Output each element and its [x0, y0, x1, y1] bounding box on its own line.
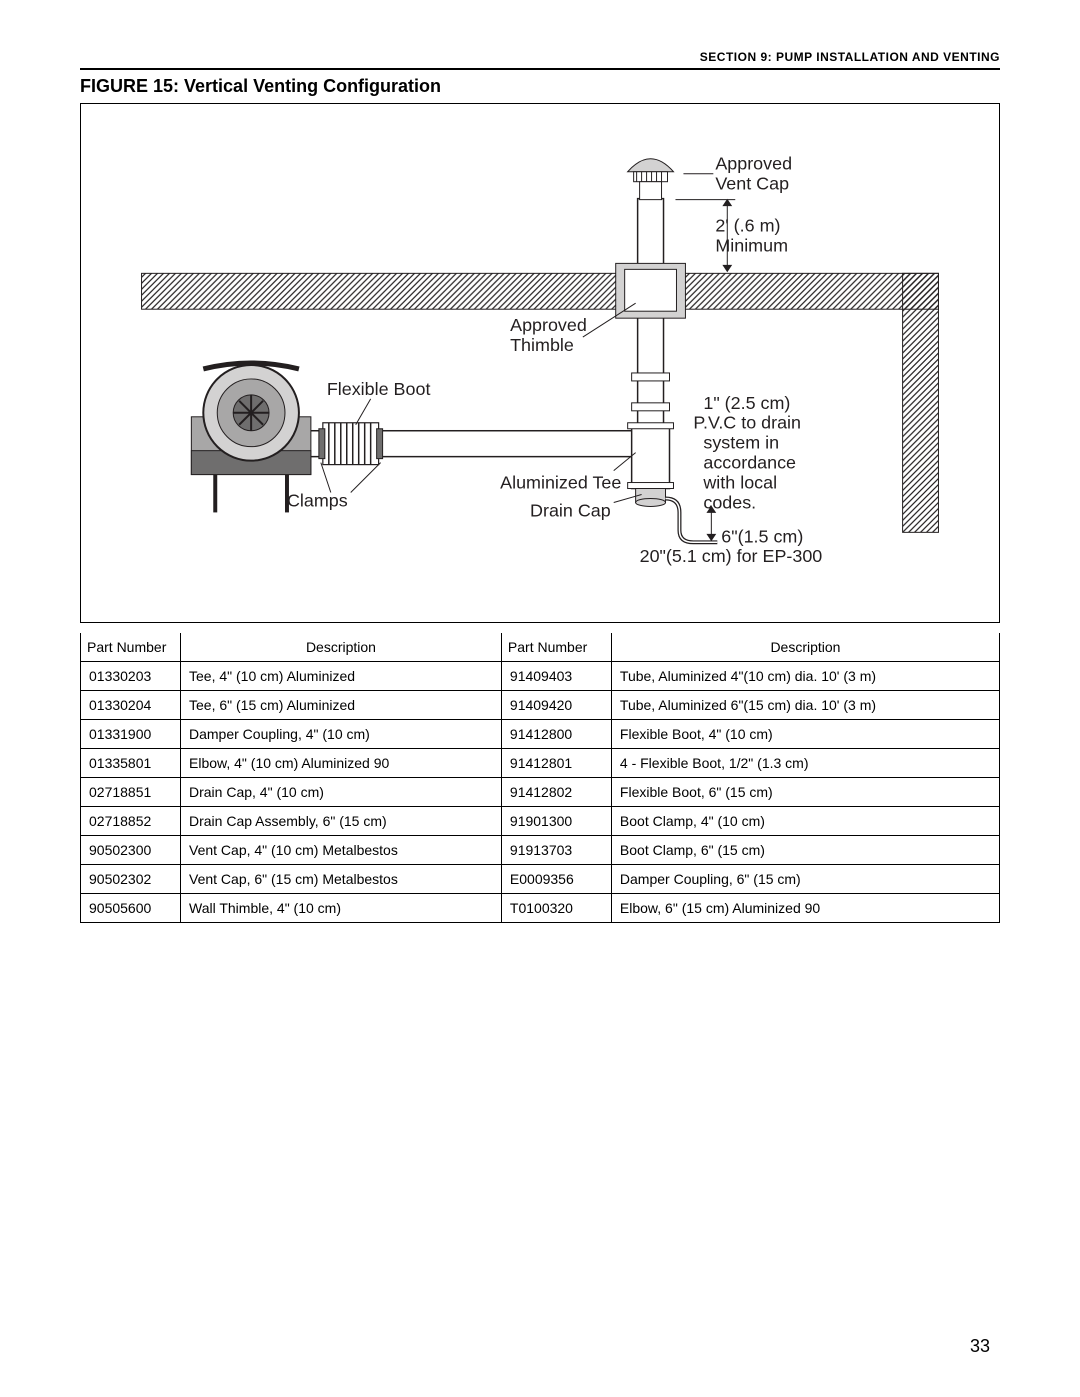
cell-pn: 02718851 [81, 778, 181, 807]
cell-desc: Flexible Boot, 4" (10 cm) [611, 720, 999, 749]
figure-title: FIGURE 15: Vertical Venting Configuratio… [80, 76, 1000, 97]
table-row: 01335801Elbow, 4" (10 cm) Aluminized 909… [81, 749, 1000, 778]
figure-diagram: Approved Vent Cap 2' (.6 m) Minimum Appr… [80, 103, 1000, 623]
cell-pn: 90502302 [81, 865, 181, 894]
parts-table: Part Number Description Part Number Desc… [80, 633, 1000, 923]
label-pvc-4: accordance [703, 453, 796, 473]
cell-pn: 91412802 [501, 778, 611, 807]
cell-pn: E0009356 [501, 865, 611, 894]
table-row: 90502302Vent Cap, 6" (15 cm) Metalbestos… [81, 865, 1000, 894]
cell-desc: Boot Clamp, 4" (10 cm) [611, 807, 999, 836]
cell-pn: 91901300 [501, 807, 611, 836]
cell-pn: 91409403 [501, 662, 611, 691]
th-part-number-2: Part Number [501, 633, 611, 662]
label-alum-tee: Aluminized Tee [500, 473, 621, 493]
cell-pn: 01330204 [81, 691, 181, 720]
cell-pn: T0100320 [501, 894, 611, 923]
cell-desc: Tube, Aluminized 4"(10 cm) dia. 10' (3 m… [611, 662, 999, 691]
cell-pn: 90502300 [81, 836, 181, 865]
cell-desc: Boot Clamp, 6" (15 cm) [611, 836, 999, 865]
label-dim-1: 6"(1.5 cm) [721, 526, 803, 546]
cell-desc: 4 - Flexible Boot, 1/2" (1.3 cm) [611, 749, 999, 778]
label-dim-2: 20"(5.1 cm) for EP-300 [640, 546, 823, 566]
table-row: 01330203Tee, 4" (10 cm) Aluminized914094… [81, 662, 1000, 691]
label-thimble-1: Approved [510, 315, 587, 335]
label-thimble-2: Thimble [510, 335, 574, 355]
page-number: 33 [970, 1336, 990, 1357]
cell-pn: 91412801 [501, 749, 611, 778]
cell-desc: Damper Coupling, 6" (15 cm) [611, 865, 999, 894]
label-clamps: Clamps [287, 490, 348, 510]
label-pvc-3: system in [703, 433, 779, 453]
cell-desc: Wall Thimble, 4" (10 cm) [181, 894, 502, 923]
cell-desc: Damper Coupling, 4" (10 cm) [181, 720, 502, 749]
cell-desc: Drain Cap Assembly, 6" (15 cm) [181, 807, 502, 836]
label-vent-cap-2: Vent Cap [715, 174, 789, 194]
table-row: 90502300Vent Cap, 4" (10 cm) Metalbestos… [81, 836, 1000, 865]
label-pvc-1: 1" (2.5 cm) [703, 393, 790, 413]
th-part-number: Part Number [81, 633, 181, 662]
table-row: 02718851Drain Cap, 4" (10 cm)91412802Fle… [81, 778, 1000, 807]
cell-desc: Drain Cap, 4" (10 cm) [181, 778, 502, 807]
cell-pn: 91913703 [501, 836, 611, 865]
cell-desc: Elbow, 4" (10 cm) Aluminized 90 [181, 749, 502, 778]
cell-desc: Flexible Boot, 6" (15 cm) [611, 778, 999, 807]
label-min-2: Minimum [715, 235, 788, 255]
section-header: SECTION 9: PUMP INSTALLATION AND VENTING [80, 50, 1000, 64]
cell-desc: Tube, Aluminized 6"(15 cm) dia. 10' (3 m… [611, 691, 999, 720]
label-pvc-5: with local [702, 473, 777, 493]
th-description-2: Description [611, 633, 999, 662]
cell-pn: 01331900 [81, 720, 181, 749]
horizontal-rule [80, 68, 1000, 70]
cell-pn: 90505600 [81, 894, 181, 923]
cell-desc: Tee, 4" (10 cm) Aluminized [181, 662, 502, 691]
label-drain-cap: Drain Cap [530, 500, 611, 520]
label-pvc-6: codes. [703, 492, 756, 512]
cell-desc: Elbow, 6" (15 cm) Aluminized 90 [611, 894, 999, 923]
table-row: 01330204Tee, 6" (15 cm) Aluminized914094… [81, 691, 1000, 720]
cell-pn: 01335801 [81, 749, 181, 778]
cell-pn: 01330203 [81, 662, 181, 691]
table-row: 01331900Damper Coupling, 4" (10 cm)91412… [81, 720, 1000, 749]
label-vent-cap-1: Approved [715, 154, 792, 174]
table-row: 02718852Drain Cap Assembly, 6" (15 cm)91… [81, 807, 1000, 836]
th-description: Description [181, 633, 502, 662]
cell-desc: Tee, 6" (15 cm) Aluminized [181, 691, 502, 720]
table-row: 90505600Wall Thimble, 4" (10 cm)T0100320… [81, 894, 1000, 923]
cell-desc: Vent Cap, 4" (10 cm) Metalbestos [181, 836, 502, 865]
cell-pn: 91409420 [501, 691, 611, 720]
label-min-1: 2' (.6 m) [715, 216, 780, 236]
label-pvc-2: P.V.C to drain [693, 413, 801, 433]
cell-desc: Vent Cap, 6" (15 cm) Metalbestos [181, 865, 502, 894]
label-flex-boot: Flexible Boot [327, 379, 431, 399]
cell-pn: 91412800 [501, 720, 611, 749]
cell-pn: 02718852 [81, 807, 181, 836]
